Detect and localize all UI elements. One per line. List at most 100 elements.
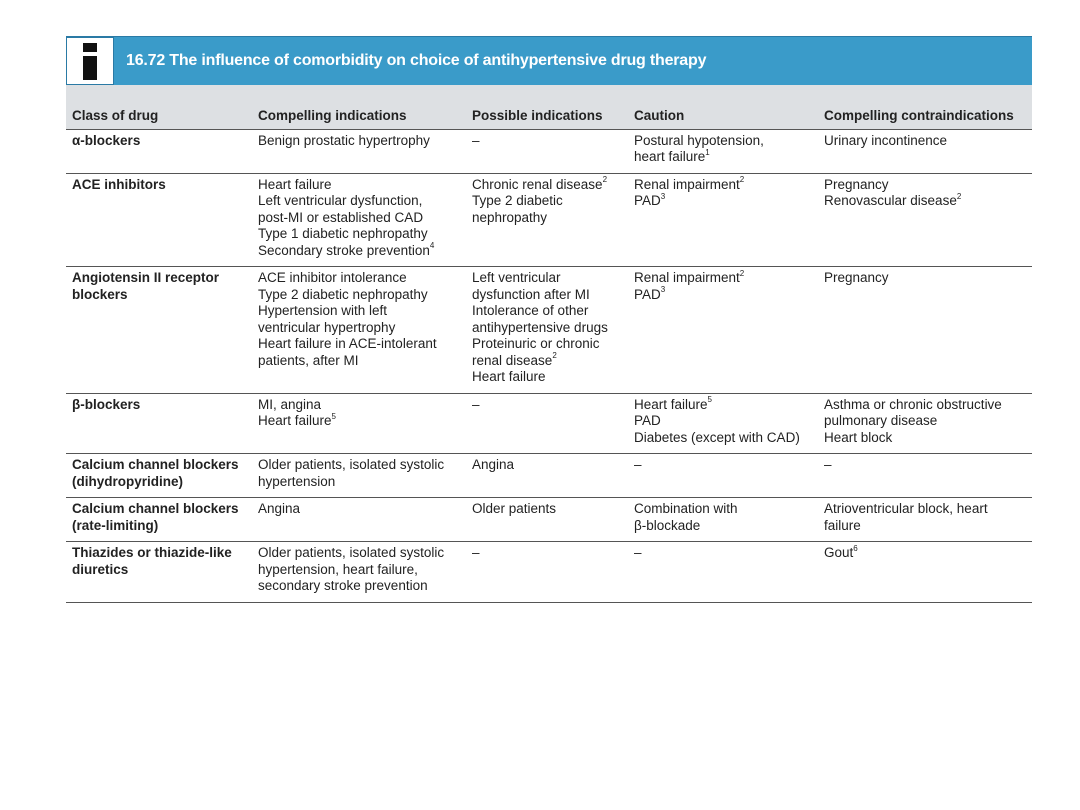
- cell-line: renal disease2: [472, 351, 622, 370]
- cell-line: –: [634, 545, 812, 562]
- cell-text: hypertension: [258, 473, 336, 489]
- possible-indications-cell: Angina: [466, 453, 628, 498]
- cell-line: Angiotensin II receptor: [72, 270, 220, 285]
- cell-line: ACE inhibitor intolerance: [258, 270, 460, 287]
- column-header: Caution: [628, 85, 818, 130]
- cell-text: Type 1 diabetic nephropathy: [258, 226, 428, 241]
- cell-text: Heart failure: [258, 176, 332, 192]
- cell-line: Postural hypotension,: [634, 133, 812, 150]
- cell-line: Pregnancy: [824, 270, 1026, 287]
- cell-text: renal disease: [472, 352, 553, 368]
- cell-line: PAD: [634, 413, 812, 430]
- cell-text: Asthma or chronic obstructive: [824, 396, 1002, 412]
- possible-indications-cell: Older patients: [466, 497, 628, 542]
- cell-line: Heart failure: [258, 177, 460, 194]
- footnote-marker: 2: [956, 191, 962, 201]
- cell-line: hypertension: [258, 474, 460, 491]
- contraindications-cell: Atrioventricular block, heart failure: [818, 497, 1032, 542]
- cell-text: secondary stroke prevention: [258, 578, 428, 593]
- cell-line: –: [634, 457, 812, 474]
- cell-line: pulmonary disease: [824, 413, 1026, 430]
- table-box: 16.72 The influence of comorbidity on ch…: [66, 36, 1032, 603]
- cell-line: Left ventricular dysfunction,: [258, 193, 460, 210]
- cell-text: Benign prostatic hypertrophy: [258, 132, 430, 148]
- cell-line: –: [472, 545, 622, 562]
- cell-text: Hypertension with left: [258, 303, 388, 318]
- cell-line: ventricular hypertrophy: [258, 320, 460, 337]
- cell-line: Type 2 diabetic: [472, 193, 622, 210]
- footnote-marker: 5: [331, 411, 336, 421]
- cell-line: Older patients, isolated systolic: [258, 457, 460, 474]
- table-title-bar: 16.72 The influence of comorbidity on ch…: [66, 36, 1032, 85]
- footnote-marker: 3: [660, 285, 666, 294]
- contraindications-cell: Gout6: [818, 541, 1032, 603]
- cell-text: Older patients: [472, 501, 557, 516]
- footnote-marker: 2: [552, 351, 557, 360]
- cell-text: Gout: [824, 545, 854, 560]
- cell-line: patients, after MI: [258, 353, 460, 370]
- cell-line: Renal impairment2: [634, 176, 812, 194]
- cell-text: ventricular hypertrophy: [258, 319, 396, 335]
- cell-line: Pregnancy: [824, 177, 1026, 194]
- cell-text: –: [824, 457, 832, 472]
- cell-line: Combination with: [634, 501, 812, 518]
- cell-line: dysfunction after MI: [472, 287, 622, 304]
- column-header: Class of drug: [66, 85, 252, 130]
- caution-cell: –: [628, 453, 818, 498]
- cell-line: –: [824, 457, 1026, 474]
- cell-line: β-blockade: [634, 518, 812, 535]
- cell-line: Type 1 diabetic nephropathy: [258, 226, 460, 243]
- cell-line: hypertension, heart failure,: [258, 562, 460, 579]
- cell-text: Pregnancy: [824, 270, 889, 285]
- cell-text: Renal impairment: [634, 270, 740, 285]
- cell-line: α-blockers: [72, 132, 141, 148]
- caution-cell: Renal impairment2 PAD3: [628, 266, 818, 394]
- cell-line: Heart failure in ACE-intolerant: [258, 336, 460, 353]
- cell-line: PAD3: [634, 192, 812, 210]
- caution-cell: –: [628, 541, 818, 603]
- cell-line: secondary stroke prevention: [258, 578, 460, 595]
- cell-line: Asthma or chronic obstructive: [824, 397, 1026, 414]
- cell-text: Intolerance of other: [472, 303, 589, 318]
- cell-text: Postural hypotension,: [634, 132, 764, 148]
- cell-line: blockers: [72, 286, 128, 302]
- cell-line: Angina: [472, 457, 622, 474]
- cell-line: Secondary stroke prevention4: [258, 242, 460, 260]
- drug-class-cell: Thiazides or thiazide-like diuretics: [66, 541, 252, 603]
- header-row: Class of drug Compelling indications Pos…: [66, 85, 1032, 130]
- cell-line: Renovascular disease2: [824, 191, 1026, 210]
- footnote-marker: 5: [707, 395, 712, 404]
- drug-class-cell: α-blockers: [66, 129, 252, 174]
- comorbidity-table: Class of drug Compelling indications Pos…: [66, 85, 1032, 603]
- cell-line: heart failure1: [634, 147, 812, 166]
- footnote-marker: 2: [739, 268, 745, 278]
- footnote-marker: 1: [705, 147, 710, 157]
- cell-text: Older patients, isolated systolic: [258, 545, 445, 560]
- cell-line: (dihydropyridine): [72, 473, 183, 489]
- cell-line: Heart failure: [472, 369, 622, 386]
- cell-text: post-MI or established CAD: [258, 209, 424, 225]
- drug-class-cell: β-blockers: [66, 393, 252, 454]
- cell-text: patients, after MI: [258, 352, 359, 368]
- cell-line: ACE inhibitors: [72, 176, 166, 192]
- cell-line: Calcium channel blockers: [72, 457, 239, 472]
- cell-line: Chronic renal disease2: [472, 175, 622, 194]
- cell-text: –: [634, 545, 642, 560]
- possible-indications-cell: Chronic renal disease2 Type 2 diabetic nep…: [466, 173, 628, 267]
- contraindications-cell: –: [818, 453, 1032, 498]
- cell-text: antihypertensive drugs: [472, 319, 608, 335]
- cell-line: Urinary incontinence: [824, 133, 1026, 150]
- cell-line: Heart block: [824, 430, 1026, 447]
- cell-text: pulmonary disease: [824, 413, 938, 428]
- cell-text: –: [634, 457, 642, 472]
- cell-line: Type 2 diabetic nephropathy: [258, 287, 460, 304]
- contraindications-cell: Pregnancy Renovascular disease2: [818, 173, 1032, 267]
- compelling-indications-cell: ACE inhibitor intolerance Type 2 diabetic…: [252, 266, 466, 394]
- cell-line: post-MI or established CAD: [258, 210, 460, 227]
- cell-line: –: [472, 133, 622, 150]
- footnote-marker: 2: [602, 175, 608, 184]
- cell-line: nephropathy: [472, 210, 622, 227]
- table-row: Thiazides or thiazide-like diuretics Older…: [66, 541, 1032, 603]
- cell-text: Type 2 diabetic: [472, 193, 563, 208]
- cell-line: failure: [824, 518, 1026, 535]
